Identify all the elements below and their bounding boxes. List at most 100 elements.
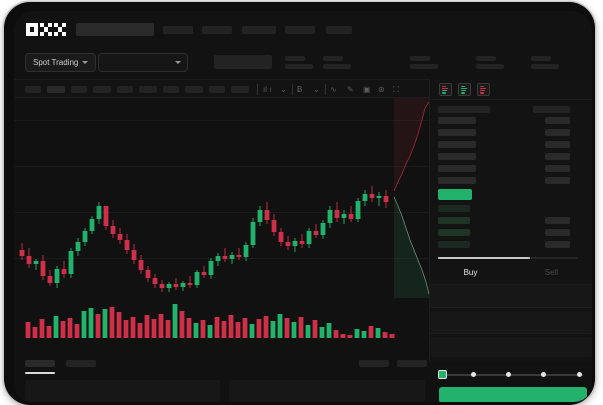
mode-selector[interactable]: Spot Trading (25, 53, 97, 72)
pair-select[interactable] (98, 53, 188, 72)
orderbook-row[interactable] (438, 153, 476, 160)
book-bids-icon[interactable] (458, 83, 471, 96)
fullscreen-icon[interactable]: ⛶ (393, 85, 399, 94)
bottom-tab-active[interactable] (25, 360, 55, 367)
app-header (14, 11, 592, 47)
orderbook-amount (545, 141, 570, 148)
order-field-placeholder[interactable] (430, 285, 592, 307)
camera-icon[interactable]: ▣ (363, 85, 371, 94)
header-search-placeholder[interactable] (76, 23, 154, 36)
toolbar-button-placeholder[interactable] (117, 86, 133, 93)
device-frame: Spot Trading (4, 2, 595, 405)
orderbook-row[interactable] (438, 117, 476, 124)
tab-buy[interactable]: Buy (463, 268, 478, 277)
orderbook-amount (545, 117, 570, 124)
orderbook-row[interactable] (438, 141, 476, 148)
order-field-placeholder[interactable] (430, 337, 592, 357)
bottom-tab[interactable] (66, 360, 96, 367)
chart-gridline (14, 166, 429, 167)
amount-slider-step[interactable] (577, 372, 582, 377)
depth-overlay (393, 98, 429, 298)
orders-content-panel (229, 380, 425, 402)
stat-value-placeholder (323, 64, 351, 69)
nav-item-placeholder[interactable] (163, 26, 193, 34)
indicators-icon[interactable]: ıl ı (263, 85, 272, 94)
amount-slider-step[interactable] (471, 372, 476, 377)
amount-slider-handle[interactable] (438, 370, 447, 379)
orderbook-col-header (438, 106, 490, 113)
toolbar-button-placeholder[interactable] (185, 86, 203, 93)
stat-label-placeholder (531, 56, 551, 61)
bottom-action-placeholder[interactable] (359, 360, 389, 367)
orderbook-row[interactable] (438, 217, 470, 224)
book-asks-icon[interactable] (477, 83, 490, 96)
orderbook-panel: Buy Sell (429, 79, 592, 361)
price-placeholder (214, 55, 272, 69)
tab-sell[interactable]: Sell (544, 268, 559, 277)
orderbook-amount (545, 241, 570, 248)
stat-value-placeholder (410, 64, 438, 69)
volume-series (25, 304, 395, 338)
amount-slider-step[interactable] (541, 372, 546, 377)
candlestick-series (19, 186, 389, 292)
toolbar-button-placeholder[interactable] (163, 86, 179, 93)
toolbar-divider (325, 84, 326, 95)
orderbook-amount (545, 165, 570, 172)
book-both-icon[interactable] (439, 83, 452, 96)
logo-glyph-o (26, 23, 38, 36)
toolbar-button-placeholder[interactable] (231, 86, 249, 93)
toolbar-divider (292, 84, 293, 95)
submit-order-button[interactable] (439, 387, 587, 402)
chart-gridline (14, 258, 429, 259)
chevron-down-icon[interactable]: ⌄ (280, 85, 287, 94)
orderbook-row[interactable] (438, 129, 476, 136)
stat-label-placeholder (285, 56, 305, 61)
orderbook-row[interactable] (438, 165, 476, 172)
order-field-divider (430, 307, 592, 308)
nav-item-placeholder[interactable] (202, 26, 232, 34)
chevron-down-icon (175, 61, 181, 64)
orderbook-amount (545, 177, 570, 184)
trade-tabs-divider (430, 284, 592, 285)
toolbar-divider (257, 84, 258, 95)
orderbook-row[interactable] (438, 241, 470, 248)
order-field-divider (430, 333, 592, 334)
orderbook-row[interactable] (438, 177, 476, 184)
orderbook-row[interactable] (438, 205, 470, 212)
toolbar-button-placeholder[interactable] (139, 86, 157, 93)
orderbook-layout-tabs (430, 79, 592, 100)
orderbook-amount (545, 129, 570, 136)
orders-content-panel (25, 380, 220, 402)
order-field-placeholder[interactable] (430, 311, 592, 333)
nav-item-placeholder[interactable] (326, 26, 352, 34)
orderbook-midprice-highlight (438, 189, 472, 200)
chevron-down-icon[interactable]: ⌄ (313, 85, 320, 94)
price-chart[interactable] (14, 98, 429, 354)
trading-subheader: Spot Trading (14, 47, 592, 79)
amount-slider-step[interactable] (506, 372, 511, 377)
orderbook-row[interactable] (438, 229, 470, 236)
toolbar-button-placeholder[interactable] (209, 86, 225, 93)
chart-gridline (14, 120, 429, 121)
wave-icon[interactable]: ∿ (330, 85, 337, 94)
orderbook-col-header (533, 106, 570, 113)
okx-logo[interactable] (26, 23, 68, 36)
horizontal-scrollbar-thumb[interactable] (438, 257, 530, 259)
bottom-tab-underline (25, 372, 55, 374)
toolbar-button-placeholder[interactable] (25, 86, 41, 93)
stat-value-placeholder (476, 64, 504, 69)
mode-selector-label: Spot Trading (33, 58, 79, 67)
settings-icon[interactable]: ⊛ (378, 85, 385, 94)
pencil-icon[interactable]: ✎ (347, 85, 354, 94)
toolbar-button-active[interactable] (47, 86, 65, 93)
compare-icon[interactable]: Ƀ (297, 85, 303, 94)
toolbar-button-placeholder[interactable] (93, 86, 111, 93)
nav-item-placeholder[interactable] (285, 26, 315, 34)
bottom-action-placeholder[interactable] (397, 360, 427, 367)
orderbook-amount (545, 229, 570, 236)
nav-item-placeholder[interactable] (242, 26, 276, 34)
amount-slider-track[interactable] (440, 374, 583, 376)
chart-gridline (14, 212, 429, 213)
toolbar-button-placeholder[interactable] (71, 86, 87, 93)
